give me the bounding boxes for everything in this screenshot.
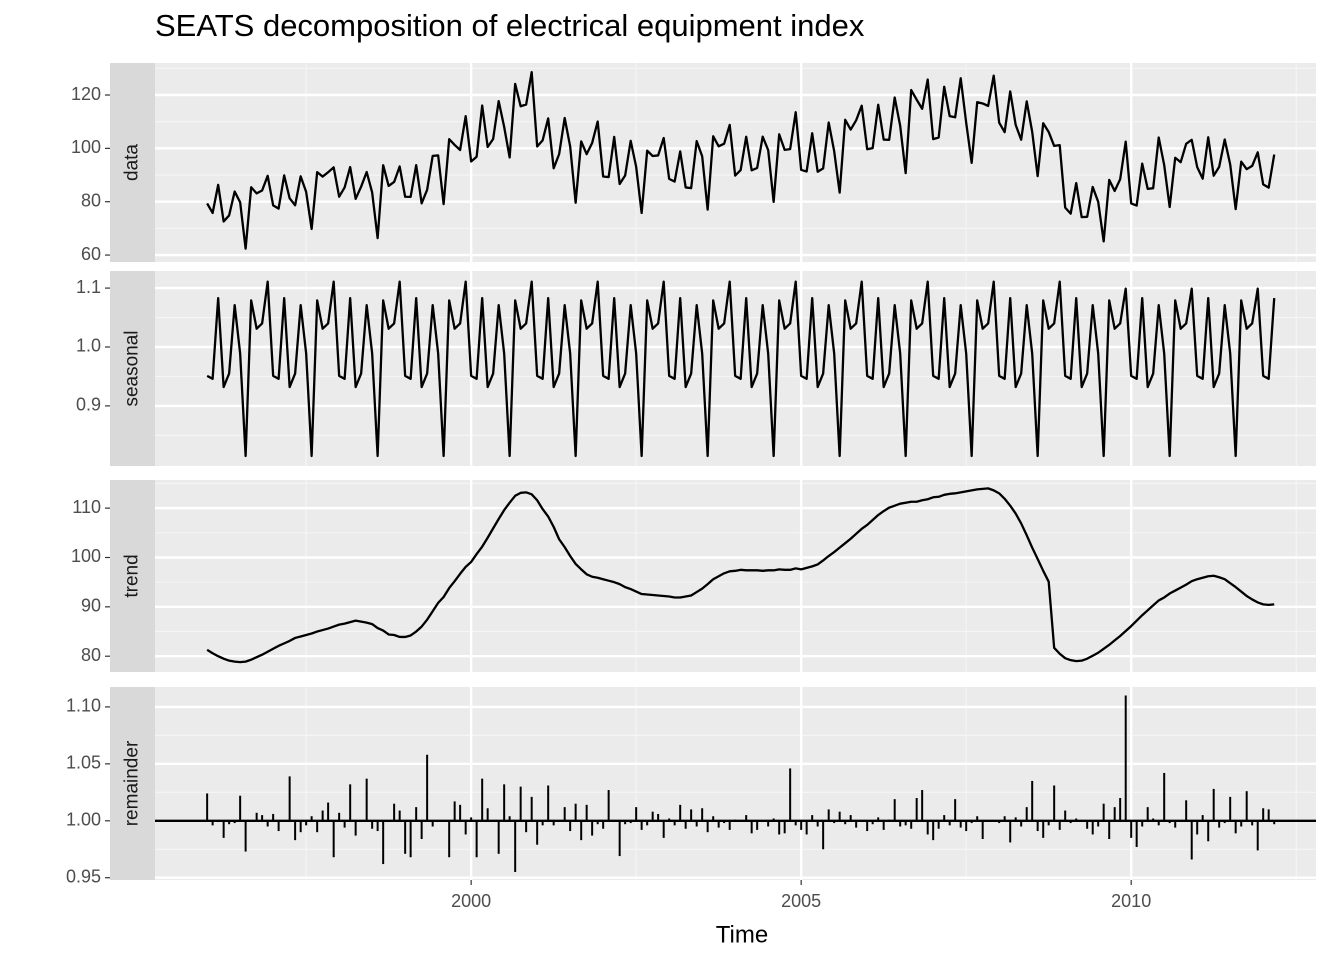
strip (110, 271, 155, 466)
y-tick-label: 1.00 (66, 810, 101, 830)
strip-label: trend (122, 554, 143, 597)
y-tick-label: 0.95 (66, 866, 101, 886)
x-tick-label: 2000 (451, 891, 491, 911)
panel-background (155, 63, 1316, 262)
strip-label: seasonal (122, 330, 143, 406)
y-tick-label: 120 (71, 84, 101, 104)
x-tick-label: 2005 (781, 891, 821, 911)
chart-title: SEATS decomposition of electrical equipm… (155, 8, 865, 43)
strip-label: remainder (122, 740, 143, 826)
strip (110, 687, 155, 880)
y-tick-label: 80 (81, 190, 101, 210)
y-tick-label: 80 (81, 645, 101, 665)
y-tick-label: 60 (81, 244, 101, 264)
y-tick-label: 1.1 (76, 277, 101, 297)
y-tick-label: 1.10 (66, 696, 101, 716)
y-tick-label: 100 (71, 546, 101, 566)
y-tick-label: 100 (71, 137, 101, 157)
panel (155, 480, 1316, 672)
series-line (206, 280, 1276, 458)
x-axis-label: Time (716, 921, 768, 948)
strip (110, 480, 155, 672)
panel-background (155, 480, 1316, 672)
x-tick-label: 2010 (1111, 891, 1151, 911)
series-line (206, 70, 1276, 250)
y-tick-label: 90 (81, 596, 101, 616)
y-tick-label: 1.0 (76, 336, 101, 356)
y-tick-label: 0.9 (76, 395, 101, 415)
series-line (206, 487, 1275, 664)
y-tick-label: 110 (72, 497, 101, 517)
strip-label: data (122, 144, 143, 181)
y-tick-label: 1.05 (66, 753, 101, 773)
panel-background (155, 687, 1316, 880)
strip (110, 63, 155, 262)
